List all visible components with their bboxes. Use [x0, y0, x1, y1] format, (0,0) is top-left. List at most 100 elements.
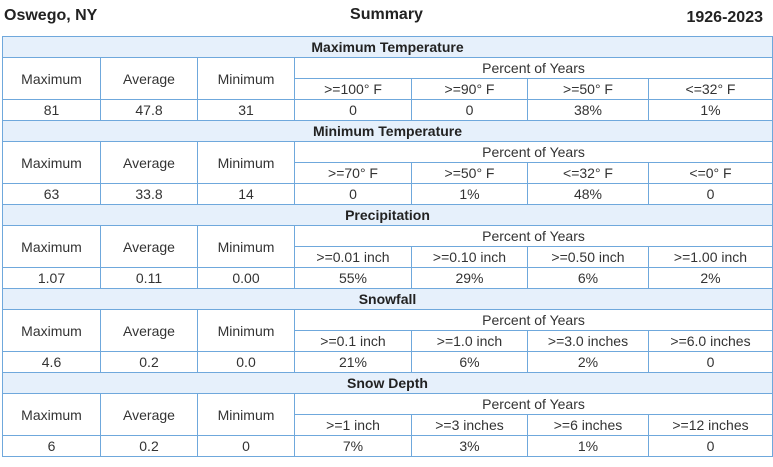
section-title: Maximum Temperature: [2, 36, 773, 58]
threshold-label: >=0.1 inch: [294, 330, 412, 352]
maximum-label: Maximum: [2, 225, 101, 268]
max-value: 4.6: [2, 351, 101, 373]
maximum-label: Maximum: [2, 393, 101, 436]
min-value: 31: [197, 99, 295, 121]
section-labels-precipitation: Maximum Average Minimum Percent of Years: [2, 225, 773, 268]
section-thresholds-maximum-temperature: >=100° F >=90° F >=50° F <=32° F: [3, 78, 773, 100]
section-labels-minimum-temperature: Maximum Average Minimum Percent of Years: [2, 141, 773, 184]
section-values-precipitation: 1.07 0.11 0.00 55% 29% 6% 2%: [2, 267, 773, 289]
threshold-label: >=90° F: [411, 78, 528, 100]
percent-of-years-label: Percent of Years: [294, 225, 773, 247]
percent-of-years-label: Percent of Years: [294, 393, 773, 415]
section-header-snow-depth: Snow Depth: [2, 372, 773, 394]
percent-value: 0: [648, 351, 773, 373]
threshold-label: >=50° F: [411, 162, 528, 184]
section-header-snowfall: Snowfall: [2, 288, 773, 310]
percent-value: 0: [411, 99, 528, 121]
threshold-label: <=32° F: [648, 78, 773, 100]
percent-value: 2%: [648, 267, 773, 289]
average-label: Average: [100, 57, 198, 100]
summary-table: Maximum Temperature Maximum Average Mini…: [2, 36, 773, 457]
threshold-label: >=3 inches: [411, 414, 528, 436]
avg-value: 0.2: [100, 435, 198, 457]
threshold-label: >=70° F: [294, 162, 412, 184]
threshold-label: >=12 inches: [648, 414, 773, 436]
percent-value: 6%: [411, 351, 528, 373]
percent-value: 7%: [294, 435, 412, 457]
maximum-label: Maximum: [2, 309, 101, 352]
min-value: 0.0: [197, 351, 295, 373]
threshold-label: >=6 inches: [527, 414, 649, 436]
section-values-maximum-temperature: 81 47.8 31 0 0 38% 1%: [2, 99, 773, 121]
minimum-label: Minimum: [197, 57, 295, 100]
percent-value: 55%: [294, 267, 412, 289]
threshold-label: >=1.00 inch: [648, 246, 773, 268]
percent-of-years-label: Percent of Years: [294, 57, 773, 79]
minimum-label: Minimum: [197, 141, 295, 184]
average-label: Average: [100, 309, 198, 352]
percent-value: 1%: [648, 99, 773, 121]
summary-title: Summary: [350, 6, 423, 23]
section-labels-maximum-temperature: Maximum Average Minimum Percent of Years: [2, 57, 773, 100]
percent-value: 0: [648, 183, 773, 205]
section-header-minimum-temperature: Minimum Temperature: [2, 120, 773, 142]
avg-value: 33.8: [100, 183, 198, 205]
page-header: Oswego, NY Summary 1926-2023: [0, 0, 773, 36]
percent-value: 1%: [527, 435, 649, 457]
minimum-label: Minimum: [197, 225, 295, 268]
min-value: 0: [197, 435, 295, 457]
section-values-minimum-temperature: 63 33.8 14 0 1% 48% 0: [2, 183, 773, 205]
min-value: 0.00: [197, 267, 295, 289]
percent-value: 29%: [411, 267, 528, 289]
maximum-label: Maximum: [2, 141, 101, 184]
min-value: 14: [197, 183, 295, 205]
section-labels-snow-depth: Maximum Average Minimum Percent of Years: [2, 393, 773, 436]
percent-value: 1%: [411, 183, 528, 205]
maximum-label: Maximum: [2, 57, 101, 100]
avg-value: 0.11: [100, 267, 198, 289]
threshold-label: >=3.0 inches: [527, 330, 649, 352]
threshold-label: >=0.01 inch: [294, 246, 412, 268]
threshold-label: <=0° F: [648, 162, 773, 184]
average-label: Average: [100, 393, 198, 436]
avg-value: 47.8: [100, 99, 198, 121]
threshold-label: <=32° F: [527, 162, 649, 184]
year-range: 1926-2023: [686, 9, 763, 26]
minimum-label: Minimum: [197, 393, 295, 436]
section-title: Precipitation: [2, 204, 773, 226]
section-title: Snow Depth: [2, 372, 773, 394]
percent-value: 21%: [294, 351, 412, 373]
section-title: Snowfall: [2, 288, 773, 310]
section-thresholds-snow-depth: >=1 inch >=3 inches >=6 inches >=12 inches: [3, 414, 773, 436]
section-values-snowfall: 4.6 0.2 0.0 21% 6% 2% 0: [2, 351, 773, 373]
percent-value: 38%: [527, 99, 649, 121]
max-value: 81: [2, 99, 101, 121]
percent-of-years-label: Percent of Years: [294, 141, 773, 163]
max-value: 63: [2, 183, 101, 205]
percent-value: 48%: [527, 183, 649, 205]
section-thresholds-precipitation: >=0.01 inch >=0.10 inch >=0.50 inch >=1.00 …: [3, 246, 773, 268]
percent-value: 6%: [527, 267, 649, 289]
section-header-maximum-temperature: Maximum Temperature: [2, 36, 773, 58]
max-value: 1.07: [2, 267, 101, 289]
avg-value: 0.2: [100, 351, 198, 373]
section-values-snow-depth: 6 0.2 0 7% 3% 1% 0: [2, 435, 773, 457]
section-thresholds-snowfall: >=0.1 inch >=1.0 inch >=3.0 inches >=6.0 in…: [3, 330, 773, 352]
threshold-label: >=50° F: [527, 78, 649, 100]
threshold-label: >=6.0 inches: [648, 330, 773, 352]
section-header-precipitation: Precipitation: [2, 204, 773, 226]
percent-value: 2%: [527, 351, 649, 373]
section-title: Minimum Temperature: [2, 120, 773, 142]
threshold-label: >=100° F: [294, 78, 412, 100]
location-title: Oswego, NY: [4, 7, 98, 24]
average-label: Average: [100, 225, 198, 268]
average-label: Average: [100, 141, 198, 184]
threshold-label: >=0.10 inch: [411, 246, 528, 268]
threshold-label: >=1 inch: [294, 414, 412, 436]
minimum-label: Minimum: [197, 309, 295, 352]
percent-value: 3%: [411, 435, 528, 457]
max-value: 6: [2, 435, 101, 457]
threshold-label: >=1.0 inch: [411, 330, 528, 352]
percent-of-years-label: Percent of Years: [294, 309, 773, 331]
section-labels-snowfall: Maximum Average Minimum Percent of Years: [2, 309, 773, 352]
